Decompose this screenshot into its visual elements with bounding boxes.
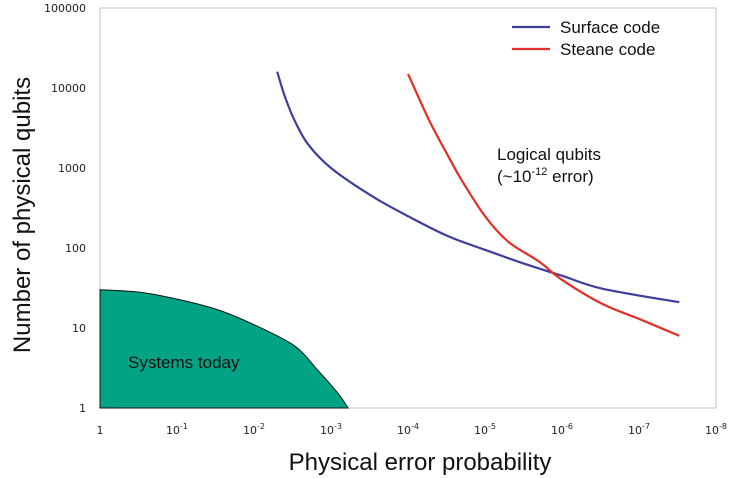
x-tick-exponent: -3 — [334, 422, 342, 431]
x-tick-exponent: -7 — [642, 422, 650, 431]
x-tick-exponent: -2 — [257, 422, 265, 431]
x-tick-label: 10-8 — [705, 422, 727, 437]
y-tick-label: 10 — [72, 322, 86, 335]
x-tick-label: 1 — [97, 424, 104, 437]
y-tick-label: 1000 — [58, 162, 86, 175]
systems-today-region — [99, 289, 350, 409]
y-tick-label: 1 — [79, 402, 86, 415]
y-axis-title: Number of physical qubits — [9, 77, 36, 353]
x-tick-base: 10 — [628, 424, 642, 437]
x-tick-base: 10 — [320, 424, 334, 437]
x-tick-label: 10-4 — [397, 422, 419, 437]
x-tick-exponent: -1 — [180, 422, 188, 431]
x-tick-exponent: -4 — [411, 422, 419, 431]
x-tick-base: 10 — [551, 424, 565, 437]
x-tick-base: 10 — [474, 424, 488, 437]
x-tick-labels: 1 10-1 10-2 10-3 10-4 10-5 10-6 10-7 10-8 — [97, 422, 727, 437]
x-tick-base: 10 — [166, 424, 180, 437]
x-tick-label: 10-3 — [320, 422, 342, 437]
x-tick-base: 10 — [397, 424, 411, 437]
x-tick-exponent: -5 — [488, 422, 496, 431]
y-tick-labels: 1 10 100 1000 10000 100000 — [44, 2, 86, 415]
legend-label-steane-code: Steane code — [560, 40, 655, 59]
legend: Surface code Steane code — [512, 18, 660, 59]
x-tick-exponent: -8 — [719, 422, 727, 431]
x-tick-label: 10-7 — [628, 422, 650, 437]
annotation-line-2: (~10-12 error) — [497, 166, 594, 186]
x-tick-base: 1 — [97, 424, 104, 437]
y-tick-label: 100 — [65, 242, 86, 255]
annotation-line-1: Logical qubits — [497, 145, 601, 164]
x-tick-label: 10-1 — [166, 422, 188, 437]
x-tick-exponent: -6 — [565, 422, 573, 431]
annotation-exponent: -12 — [532, 166, 548, 178]
systems-today-label: Systems today — [128, 353, 240, 372]
y-tick-label: 10000 — [51, 82, 86, 95]
x-tick-label: 10-2 — [243, 422, 265, 437]
series-line-steane-code — [406, 73, 680, 337]
x-axis-title: Physical error probability — [289, 449, 552, 476]
x-tick-base: 10 — [705, 424, 719, 437]
y-tick-label: 100000 — [44, 2, 86, 15]
annotation-prefix: (~10 — [497, 167, 532, 186]
annotation-suffix: error) — [547, 167, 593, 186]
x-tick-label: 10-5 — [474, 422, 496, 437]
series-line-surface-code — [276, 71, 680, 304]
x-tick-base: 10 — [243, 424, 257, 437]
legend-label-surface-code: Surface code — [560, 18, 660, 37]
x-tick-label: 10-6 — [551, 422, 573, 437]
